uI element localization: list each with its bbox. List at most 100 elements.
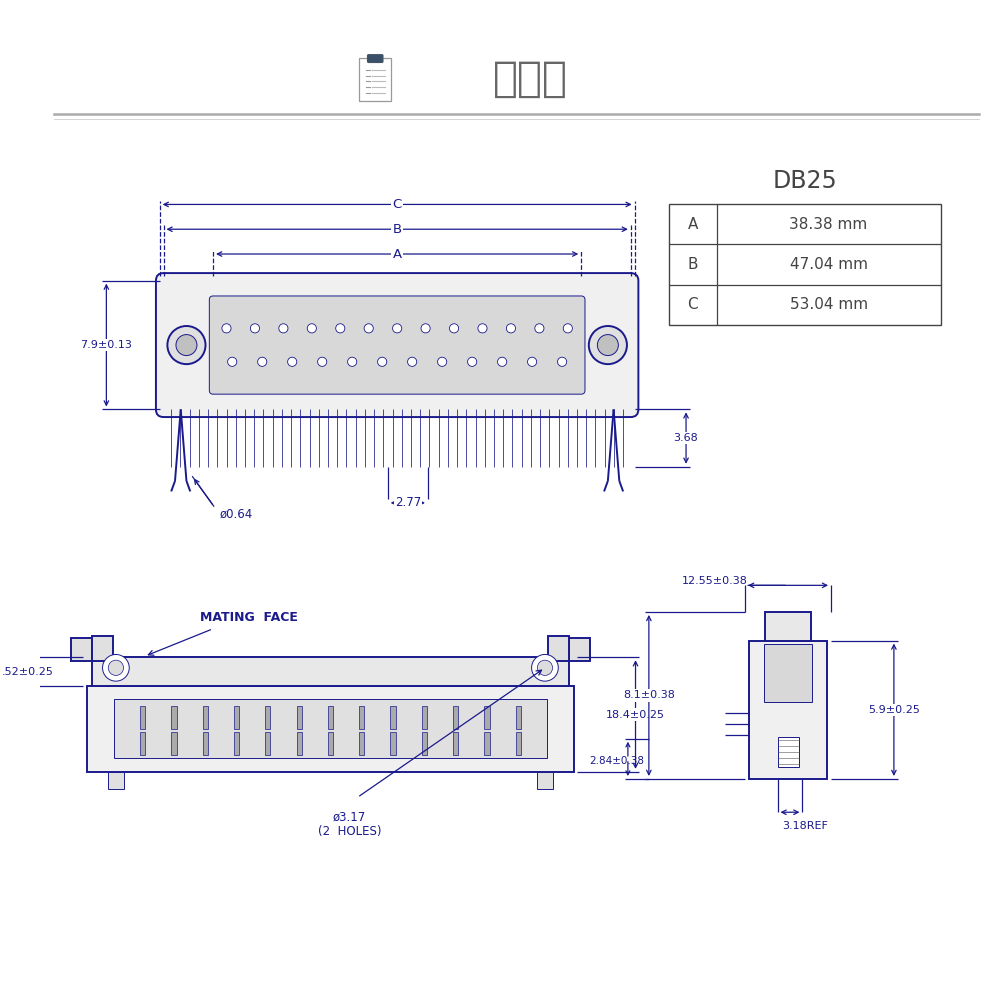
Text: C: C bbox=[393, 198, 402, 211]
Circle shape bbox=[506, 324, 516, 333]
Text: MATING  FACE: MATING FACE bbox=[200, 611, 298, 624]
Circle shape bbox=[222, 324, 231, 333]
Bar bbox=[516, 706, 521, 729]
Circle shape bbox=[279, 324, 288, 333]
Circle shape bbox=[228, 357, 237, 366]
Circle shape bbox=[589, 326, 627, 364]
Text: B: B bbox=[687, 257, 698, 272]
Bar bbox=[171, 732, 177, 755]
FancyBboxPatch shape bbox=[368, 55, 383, 62]
Circle shape bbox=[421, 324, 430, 333]
Circle shape bbox=[167, 326, 206, 364]
Bar bbox=[140, 706, 145, 729]
Text: 38.38 mm: 38.38 mm bbox=[789, 217, 868, 232]
Text: 結構圖: 結構圖 bbox=[493, 58, 568, 100]
Text: 7.9±0.13: 7.9±0.13 bbox=[80, 340, 132, 350]
Bar bbox=[484, 706, 490, 729]
Text: 12.55±0.38: 12.55±0.38 bbox=[682, 576, 748, 586]
Text: 2.77: 2.77 bbox=[395, 496, 421, 509]
Text: DB25: DB25 bbox=[772, 169, 837, 193]
Circle shape bbox=[468, 357, 477, 366]
Bar bbox=[328, 732, 333, 755]
Bar bbox=[203, 732, 208, 755]
Circle shape bbox=[307, 324, 316, 333]
Circle shape bbox=[449, 324, 459, 333]
Bar bbox=[764, 644, 812, 702]
Bar bbox=[453, 706, 458, 729]
Bar bbox=[140, 732, 145, 755]
Text: 5.9±0.25: 5.9±0.25 bbox=[868, 705, 920, 715]
Circle shape bbox=[498, 357, 507, 366]
Text: 8.1±0.38: 8.1±0.38 bbox=[623, 690, 675, 700]
Bar bbox=[669, 204, 941, 325]
Text: 3.18REF: 3.18REF bbox=[782, 821, 828, 831]
Circle shape bbox=[288, 357, 297, 366]
Text: C: C bbox=[687, 297, 698, 312]
Bar bbox=[422, 706, 427, 729]
Bar bbox=[548, 636, 569, 661]
Bar bbox=[108, 772, 124, 789]
Text: 18.4±0.25: 18.4±0.25 bbox=[606, 710, 665, 720]
Circle shape bbox=[378, 357, 387, 366]
Text: ø0.64: ø0.64 bbox=[219, 508, 253, 521]
Circle shape bbox=[535, 324, 544, 333]
Circle shape bbox=[563, 324, 572, 333]
Circle shape bbox=[408, 357, 417, 366]
Circle shape bbox=[318, 357, 327, 366]
Bar bbox=[390, 732, 396, 755]
FancyBboxPatch shape bbox=[209, 296, 585, 394]
Circle shape bbox=[393, 324, 402, 333]
Bar bbox=[265, 732, 270, 755]
Text: 3.68: 3.68 bbox=[674, 433, 698, 443]
Text: 53.04 mm: 53.04 mm bbox=[790, 297, 868, 312]
Circle shape bbox=[597, 335, 618, 356]
Circle shape bbox=[537, 660, 553, 675]
Bar bbox=[203, 706, 208, 729]
Bar bbox=[359, 706, 364, 729]
Circle shape bbox=[364, 324, 373, 333]
Bar bbox=[87, 686, 574, 772]
Circle shape bbox=[176, 335, 197, 356]
Circle shape bbox=[336, 324, 345, 333]
Circle shape bbox=[558, 357, 567, 366]
Circle shape bbox=[528, 357, 537, 366]
Text: ø3.17
(2  HOLES): ø3.17 (2 HOLES) bbox=[318, 810, 381, 838]
Circle shape bbox=[250, 324, 260, 333]
Text: B: B bbox=[393, 223, 402, 236]
Bar bbox=[297, 732, 302, 755]
Circle shape bbox=[258, 357, 267, 366]
Circle shape bbox=[348, 357, 357, 366]
Bar bbox=[390, 706, 396, 729]
Bar bbox=[765, 612, 811, 641]
Bar bbox=[234, 732, 239, 755]
Bar bbox=[484, 732, 490, 755]
Circle shape bbox=[438, 357, 447, 366]
FancyBboxPatch shape bbox=[156, 273, 638, 417]
FancyBboxPatch shape bbox=[359, 58, 391, 101]
Bar bbox=[265, 706, 270, 729]
Circle shape bbox=[478, 324, 487, 333]
Text: 47.04 mm: 47.04 mm bbox=[790, 257, 868, 272]
Bar bbox=[453, 732, 458, 755]
Bar bbox=[114, 699, 547, 758]
Bar bbox=[92, 657, 569, 686]
Bar bbox=[537, 772, 553, 789]
Bar bbox=[778, 737, 799, 767]
Circle shape bbox=[532, 654, 558, 681]
Bar bbox=[516, 732, 521, 755]
Bar bbox=[234, 706, 239, 729]
Bar bbox=[422, 732, 427, 755]
Bar bbox=[71, 638, 92, 661]
Bar bbox=[328, 706, 333, 729]
Bar bbox=[297, 706, 302, 729]
Bar bbox=[749, 641, 827, 779]
Text: A: A bbox=[688, 217, 698, 232]
Text: .52±0.25: .52±0.25 bbox=[2, 667, 54, 677]
Bar bbox=[359, 732, 364, 755]
Circle shape bbox=[103, 654, 129, 681]
Bar bbox=[569, 638, 590, 661]
Bar bbox=[171, 706, 177, 729]
Circle shape bbox=[108, 660, 124, 675]
Bar bbox=[92, 636, 113, 661]
Text: A: A bbox=[393, 248, 402, 261]
